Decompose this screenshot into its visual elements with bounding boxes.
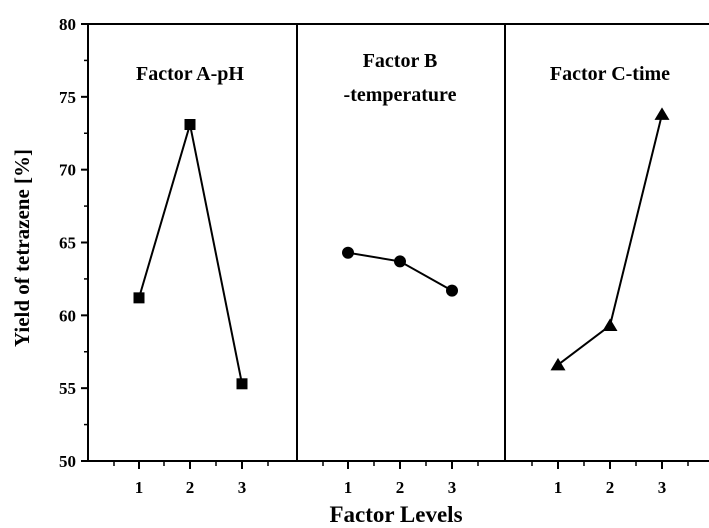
x-tick-label: 3 — [238, 478, 247, 497]
data-point-square — [133, 292, 145, 304]
x-tick-label: 2 — [186, 478, 195, 497]
y-tick-label: 60 — [59, 306, 76, 325]
x-tick-label: 1 — [135, 478, 144, 497]
y-tick-label: 75 — [59, 88, 76, 107]
data-point-circle — [394, 255, 406, 268]
panel-title: Factor B — [363, 50, 438, 72]
data-point-square — [236, 378, 248, 390]
data-point-circle — [446, 284, 458, 297]
y-tick-label: 65 — [59, 234, 76, 253]
series-line — [138, 124, 243, 384]
panel-title: Factor A-pH — [136, 63, 244, 85]
panel-title: Factor C-time — [550, 63, 670, 85]
panel-3: 1 2 3 Factor C-time — [531, 63, 689, 497]
panel-1: 1 2 3 Factor A-pH — [113, 63, 269, 497]
y-tick-label: 80 — [59, 15, 76, 34]
panel-2: 1 2 3 Factor B -temperature — [322, 50, 479, 497]
data-point-circle — [342, 246, 354, 259]
y-axis-ticks: 50 55 60 65 70 75 80 — [59, 15, 88, 471]
data-point-triangle — [602, 318, 618, 332]
data-point-triangle — [550, 357, 566, 371]
y-axis-label: Yield of tetrazene [%] — [10, 149, 34, 347]
x-tick-label: 2 — [606, 478, 615, 497]
x-axis-label: Factor Levels — [329, 502, 462, 527]
y-tick-label: 70 — [59, 161, 76, 180]
chart-panels: 1 2 3 Factor A-pH 1 2 3 Factor B -temperature 1 2 3… — [113, 50, 689, 497]
data-point-triangle — [654, 107, 670, 120]
x-tick-label: 1 — [344, 478, 353, 497]
panel-title: -temperature — [344, 84, 457, 106]
y-tick-label: 55 — [59, 379, 76, 398]
x-tick-label: 3 — [658, 478, 667, 497]
x-tick-label: 1 — [554, 478, 563, 497]
x-tick-label: 3 — [448, 478, 457, 497]
y-tick-label: 50 — [59, 452, 76, 471]
x-tick-label: 2 — [396, 478, 405, 497]
data-point-square — [184, 119, 196, 131]
